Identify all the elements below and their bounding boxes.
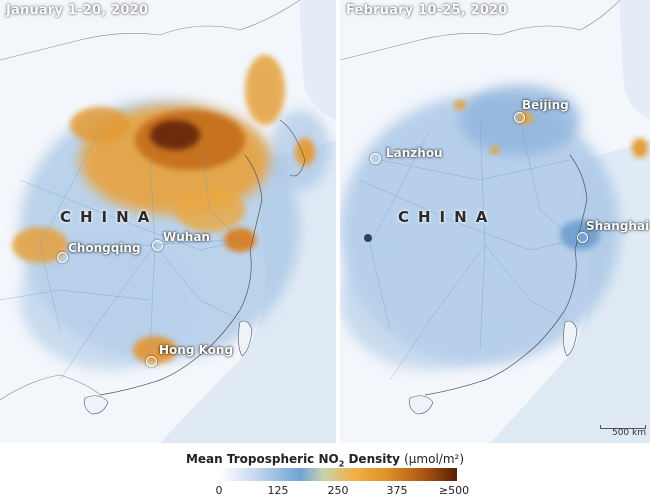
city-label-lanzhou: Lanzhou bbox=[386, 146, 443, 160]
scale-bar-line bbox=[600, 425, 646, 429]
no2-map-february bbox=[340, 0, 650, 443]
city-marker-hong-kong bbox=[146, 356, 157, 367]
city-label-beijing: Beijing bbox=[522, 98, 569, 112]
map-panel-february: February 10-25, 2020 CHINA Beijing Lanzh… bbox=[340, 0, 650, 443]
legend-tick-label: 0 bbox=[215, 484, 223, 497]
panel-title-february: February 10-25, 2020 bbox=[346, 3, 508, 18]
country-label-china: CHINA bbox=[398, 208, 497, 226]
map-scale-bar: 500 km bbox=[600, 425, 646, 439]
city-label-shanghai: Shanghai bbox=[586, 219, 650, 233]
city-label-chongqing: Chongqing bbox=[68, 241, 141, 255]
city-label-hong-kong: Hong Kong bbox=[159, 343, 234, 357]
legend-title: Mean Tropospheric NO2 Density (μmol/m²) bbox=[0, 452, 650, 468]
legend-tick-label: 250 bbox=[327, 484, 349, 497]
panel-title-january: January 1-20, 2020 bbox=[6, 3, 149, 18]
map-panel-january: January 1-20, 2020 CHINA Chongqing Wuhan… bbox=[0, 0, 336, 443]
city-marker-wuhan bbox=[152, 240, 163, 251]
legend-tick-label: 375 bbox=[386, 484, 408, 497]
city-marker-lanzhou bbox=[370, 153, 381, 164]
city-label-wuhan: Wuhan bbox=[163, 230, 210, 244]
legend-tick-label: ≥500 bbox=[438, 484, 470, 497]
legend-color-bar bbox=[219, 468, 457, 481]
scale-bar-label: 500 km bbox=[611, 428, 646, 438]
city-marker-chongqing bbox=[57, 252, 68, 263]
legend-tick-label: 125 bbox=[267, 484, 289, 497]
legend-title-suffix: Density bbox=[344, 452, 405, 466]
city-marker-beijing bbox=[514, 112, 525, 123]
country-label-china: CHINA bbox=[60, 208, 159, 226]
legend-unit: (μmol/m²) bbox=[404, 452, 465, 466]
no2-map-january bbox=[0, 0, 336, 443]
legend-title-prefix: Mean Tropospheric NO bbox=[185, 452, 339, 466]
city-marker-shanghai bbox=[577, 232, 588, 243]
legend-title-subscript: 2 bbox=[338, 459, 345, 469]
